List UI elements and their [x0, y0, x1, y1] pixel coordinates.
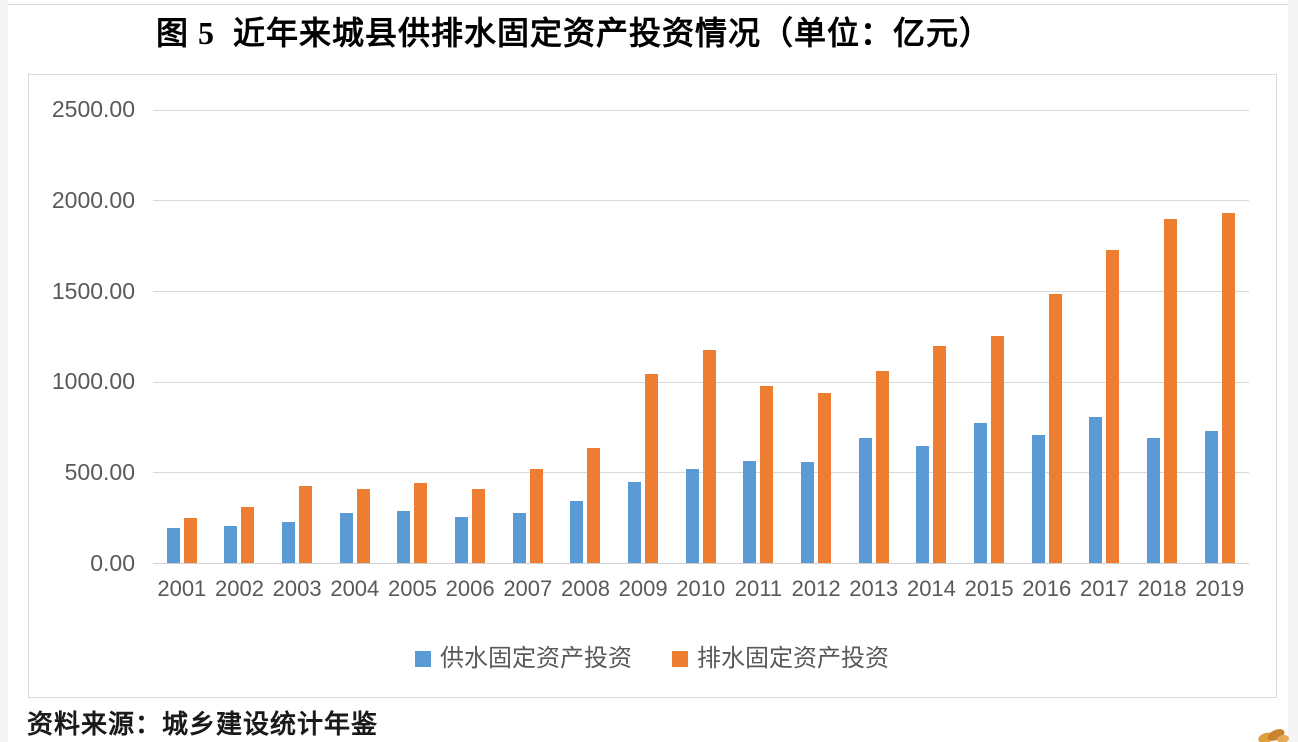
- bar-drainage: [529, 468, 543, 563]
- x-tick-label: 2002: [215, 576, 264, 601]
- y-tick-label: 2000.00: [51, 186, 135, 213]
- gridline: [153, 109, 1249, 111]
- decorative-orange-mark: [1258, 729, 1289, 742]
- x-tick-label: 2009: [618, 576, 668, 601]
- bar-drainage: [241, 506, 255, 563]
- x-tick-label: 2006: [445, 576, 495, 601]
- bar-supply: [224, 525, 238, 563]
- bar-drainage: [875, 371, 889, 563]
- x-tick-label: 2005: [387, 576, 437, 601]
- legend: 供水固定资产投资 排水固定资产投资: [29, 647, 1275, 671]
- bar-supply: [858, 437, 872, 563]
- y-tick-label: 500.00: [64, 458, 135, 485]
- page-left-margin: [0, 0, 8, 742]
- bar-drainage: [1106, 249, 1120, 563]
- x-tick-label: 2003: [272, 576, 322, 601]
- bar-drainage: [991, 336, 1005, 563]
- bar-supply: [512, 512, 526, 563]
- y-tick-label: 1000.00: [51, 368, 135, 395]
- x-tick-label: 2008: [560, 576, 610, 601]
- bar-supply: [685, 469, 699, 563]
- gridline: [153, 472, 1249, 474]
- bar-supply: [570, 500, 584, 563]
- x-tick-label: 2013: [849, 576, 899, 601]
- y-tick-label: 0.00: [90, 549, 135, 576]
- chart-area: 0.00 500.00 1000.00 1500.00 2000.00 2500.00 20…: [28, 74, 1277, 698]
- bar-drainage: [933, 346, 947, 563]
- bar-drainage: [299, 486, 313, 563]
- bar-drainage: [1221, 213, 1235, 563]
- x-tick-label: 2012: [791, 576, 841, 601]
- bar-supply: [1089, 417, 1103, 563]
- x-tick-label: 2011: [734, 576, 783, 601]
- bar-drainage: [645, 374, 659, 563]
- bar-supply: [1147, 438, 1161, 563]
- gridline: [153, 381, 1249, 383]
- bar-supply: [455, 516, 469, 563]
- bar-drainage: [587, 447, 601, 563]
- legend-swatch-icon: [672, 651, 688, 667]
- bar-supply: [801, 462, 815, 563]
- bar-drainage: [1164, 219, 1178, 563]
- x-tick-label: 2017: [1079, 576, 1129, 601]
- x-tick-label: 2018: [1137, 576, 1187, 601]
- gridline: [153, 200, 1249, 202]
- y-tick-label: 2500.00: [51, 96, 135, 123]
- x-tick-label: 2016: [1022, 576, 1072, 601]
- bar-supply: [339, 513, 353, 563]
- x-tick-label: 2019: [1195, 576, 1245, 601]
- bar-drainage: [472, 489, 486, 563]
- source-note: 资料来源：城乡建设统计年鉴: [27, 710, 379, 739]
- gridline: [153, 291, 1249, 293]
- top-divider: [8, 4, 1288, 5]
- y-tick-label: 1500.00: [51, 277, 135, 304]
- x-tick-label: 2015: [964, 576, 1014, 601]
- bar-supply: [282, 522, 296, 563]
- x-tick-label: 2004: [330, 576, 380, 601]
- legend-label: 排水固定资产投资: [697, 645, 889, 672]
- bar-supply: [397, 510, 411, 563]
- bar-drainage: [356, 488, 370, 563]
- bar-supply: [743, 461, 757, 563]
- bar-drainage: [818, 393, 832, 563]
- bar-supply: [1031, 435, 1045, 563]
- x-axis-line: [153, 563, 1249, 564]
- x-tick-label: 2001: [157, 576, 207, 601]
- page-right-margin: [1288, 0, 1298, 742]
- chart-title: 图 5 近年来城县供排水固定资产投资情况（单位：亿元）: [155, 15, 992, 51]
- bar-supply: [628, 482, 642, 563]
- bar-drainage: [760, 386, 774, 563]
- legend-swatch-icon: [415, 651, 431, 667]
- bar-drainage: [183, 517, 197, 563]
- bar-supply: [166, 527, 180, 563]
- bar-drainage: [414, 483, 428, 563]
- legend-label: 供水固定资产投资: [440, 645, 632, 672]
- bar-drainage: [702, 350, 716, 563]
- bar-supply: [1204, 431, 1218, 563]
- bar-supply: [916, 446, 930, 563]
- x-tick-label: 2007: [503, 576, 553, 601]
- x-tick-label: 2010: [676, 576, 726, 601]
- x-tick-label: 2014: [906, 576, 956, 601]
- legend-item: 排水固定资产投资: [672, 647, 889, 671]
- bar-supply: [974, 422, 988, 563]
- bar-drainage: [1048, 293, 1062, 563]
- legend-item: 供水固定资产投资: [415, 647, 632, 671]
